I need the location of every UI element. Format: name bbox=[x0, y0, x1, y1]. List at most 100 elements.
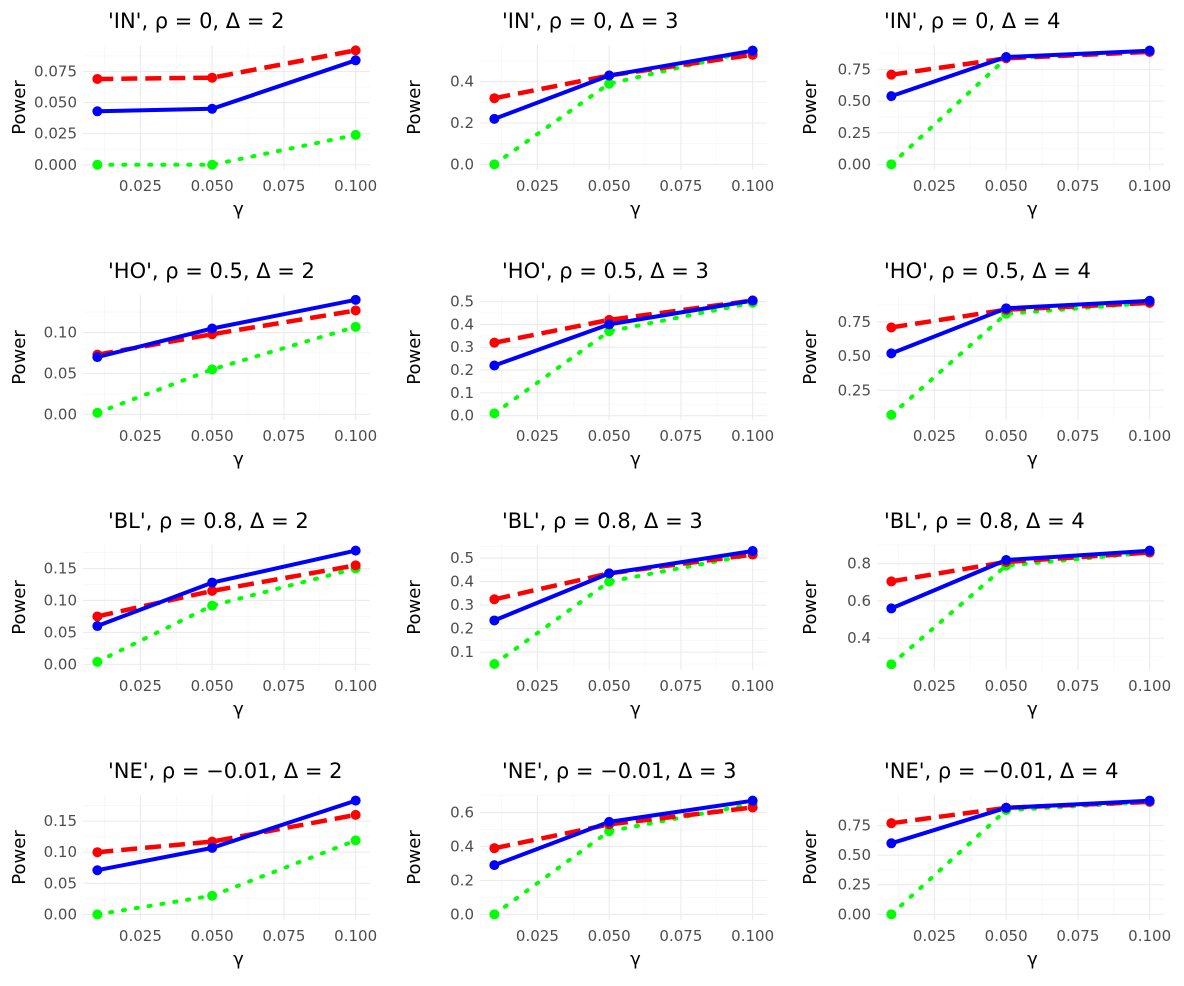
x-tick-label: 0.100 bbox=[1128, 427, 1171, 445]
data-point-dotted bbox=[92, 656, 103, 667]
data-point-solid bbox=[1001, 51, 1012, 62]
series-line-dashed bbox=[493, 552, 753, 602]
panel-12: 0.025 0.050 0.075 0.100 0.00 0.25 0.50 0.75 'NE'… bbox=[800, 759, 1171, 970]
series-line-solid bbox=[97, 58, 357, 114]
x-tick-label: 0.100 bbox=[731, 677, 774, 695]
y-tick-label: 0.10 bbox=[44, 324, 77, 342]
x-tick-label: 0.025 bbox=[119, 177, 162, 195]
panel-title: 'HO', ρ = 0.5, Δ = 3 bbox=[502, 259, 709, 283]
data-point-dotted bbox=[350, 835, 361, 846]
data-point-dotted bbox=[489, 658, 500, 669]
series-line-dotted bbox=[95, 566, 358, 664]
y-tick-label: 0.1 bbox=[450, 384, 474, 402]
series-line-dashed bbox=[891, 550, 1150, 584]
x-tick-label: 0.075 bbox=[659, 177, 702, 195]
data-point-dashed bbox=[350, 560, 361, 571]
x-tick-label: 0.075 bbox=[659, 427, 702, 445]
series-line-solid bbox=[890, 48, 1150, 98]
x-tick-label: 0.025 bbox=[913, 927, 956, 945]
series-line-dashed bbox=[493, 52, 754, 101]
series-line-dashed bbox=[97, 812, 357, 855]
data-point-dotted bbox=[886, 159, 897, 170]
y-tick-label: 0.3 bbox=[450, 338, 474, 356]
x-tick-label: 0.050 bbox=[191, 177, 234, 195]
x-tick-label: 0.075 bbox=[659, 677, 702, 695]
y-tick-label: 0.075 bbox=[34, 62, 77, 80]
panel-5: 0.025 0.050 0.075 0.100 0.0 0.1 0.2 0.3 0.4 0.5 'H… bbox=[404, 259, 774, 470]
data-point-solid bbox=[207, 577, 218, 588]
series-line-dashed bbox=[493, 298, 754, 345]
x-tick-label: 0.100 bbox=[1128, 177, 1171, 195]
panel-7: 0.025 0.050 0.075 0.100 0.00 0.05 0.10 0.15 'BL'… bbox=[9, 509, 377, 720]
y-tick-label: 0.50 bbox=[838, 92, 871, 110]
series-line-solid bbox=[96, 297, 357, 360]
x-tick-label: 0.100 bbox=[334, 927, 377, 945]
x-axis-title: γ bbox=[630, 949, 641, 970]
series-line-dashed bbox=[96, 563, 357, 619]
y-axis-title: Power bbox=[404, 580, 425, 635]
x-axis-title: γ bbox=[233, 949, 244, 970]
x-tick-label: 0.025 bbox=[119, 927, 162, 945]
x-axis-title: γ bbox=[630, 199, 641, 220]
y-tick-label: 0.4 bbox=[450, 315, 474, 333]
x-tick-label: 0.025 bbox=[119, 677, 162, 695]
x-tick-label: 0.025 bbox=[913, 177, 956, 195]
y-tick-label: 0.75 bbox=[838, 313, 871, 331]
series-line-dashed bbox=[891, 300, 1150, 330]
data-point-dashed bbox=[350, 45, 361, 56]
data-point-solid bbox=[1001, 802, 1012, 813]
data-point-solid bbox=[92, 621, 103, 632]
y-axis-title: Power bbox=[800, 330, 821, 385]
data-point-solid bbox=[489, 860, 500, 871]
panel-11: 0.025 0.050 0.075 0.100 0.0 0.2 0.4 0.6 'NE', ρ … bbox=[404, 759, 774, 970]
x-tick-label: 0.075 bbox=[262, 177, 305, 195]
data-point-dashed bbox=[92, 611, 103, 622]
y-axis-title: Power bbox=[9, 580, 30, 635]
y-tick-label: 0.15 bbox=[44, 560, 77, 578]
x-axis-title: γ bbox=[233, 699, 244, 720]
data-point-dashed bbox=[886, 69, 897, 80]
x-axis-title: γ bbox=[233, 199, 244, 220]
series-line-dashed bbox=[891, 49, 1150, 77]
y-tick-label: 0.2 bbox=[450, 871, 474, 889]
y-tick-label: 0.50 bbox=[838, 347, 871, 365]
x-tick-label: 0.075 bbox=[659, 927, 702, 945]
y-tick-label: 0.2 bbox=[450, 620, 474, 638]
series-line-dotted bbox=[889, 300, 1152, 417]
series-line-dotted bbox=[889, 550, 1152, 667]
data-point-dotted bbox=[604, 326, 615, 337]
data-point-dotted bbox=[489, 909, 500, 920]
data-point-dashed bbox=[350, 809, 361, 820]
x-axis-title: γ bbox=[630, 449, 641, 470]
series-line-solid bbox=[890, 798, 1150, 846]
x-axis-title: γ bbox=[630, 699, 641, 720]
data-point-dotted bbox=[886, 409, 897, 420]
y-tick-label: 0.05 bbox=[44, 623, 77, 641]
y-tick-label: 0.0 bbox=[450, 155, 474, 173]
data-point-solid bbox=[747, 45, 758, 56]
x-tick-label: 0.050 bbox=[588, 927, 631, 945]
data-point-solid bbox=[1144, 45, 1155, 56]
data-point-solid bbox=[886, 603, 897, 614]
y-tick-label: 0.2 bbox=[450, 361, 474, 379]
data-point-solid bbox=[1001, 554, 1012, 565]
x-tick-label: 0.050 bbox=[985, 927, 1028, 945]
x-tick-label: 0.050 bbox=[985, 427, 1028, 445]
data-point-solid bbox=[350, 545, 361, 556]
y-tick-label: 0.4 bbox=[450, 73, 474, 91]
y-axis-title: Power bbox=[9, 830, 30, 885]
x-tick-label: 0.025 bbox=[913, 677, 956, 695]
data-point-dashed bbox=[207, 72, 218, 83]
y-axis-title: Power bbox=[800, 80, 821, 135]
data-point-solid bbox=[489, 360, 500, 371]
data-point-dashed bbox=[886, 322, 897, 333]
data-point-solid bbox=[350, 795, 361, 806]
y-tick-label: 0.025 bbox=[34, 125, 77, 143]
x-tick-label: 0.075 bbox=[1056, 427, 1099, 445]
y-tick-label: 0.00 bbox=[44, 655, 77, 673]
y-tick-label: 0.4 bbox=[450, 573, 474, 591]
y-tick-label: 0.6 bbox=[450, 804, 474, 822]
series-line-solid bbox=[96, 798, 357, 873]
x-tick-label: 0.025 bbox=[119, 427, 162, 445]
y-tick-label: 0.00 bbox=[838, 905, 871, 923]
